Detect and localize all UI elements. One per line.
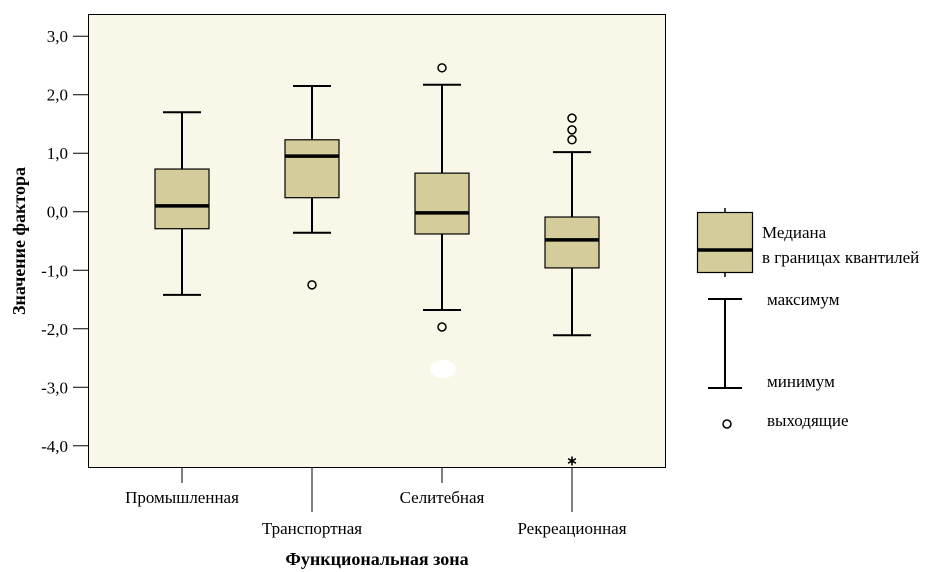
box-group [284,84,340,290]
legend-min-label: минимум [767,372,835,391]
box-group [414,63,470,332]
white-patch [430,360,456,378]
legend-box-label-line1: Медиана [762,223,827,242]
legend-max-label: максимум [767,290,840,309]
box-group [154,111,210,296]
outlier-point [567,113,577,123]
y-axis-title: Значение фактора [9,167,29,315]
iqr-box [414,172,470,235]
iqr-box [284,139,340,199]
legend: Медиана в границах квантилей максимум ми… [696,208,919,430]
x-axis-title: Функциональная зона [285,549,468,569]
x-category-label: Рекреационная [517,519,626,538]
y-tick-label: 2,0 [47,86,68,105]
y-tick-label: -1,0 [41,261,68,280]
y-tick-label: 0,0 [47,203,68,222]
outlier-point [567,135,577,145]
y-tick-label: -3,0 [41,378,68,397]
box-group [544,113,600,466]
y-tick-label: -2,0 [41,320,68,339]
x-axis: Промышленная Транспортная Селитебная Рекреа… [125,468,627,538]
y-tick-label: -4,0 [41,437,68,456]
x-category-label: Селитебная [400,488,485,507]
outlier-point [567,125,577,135]
box-series [154,63,600,466]
legend-box-symbol [696,211,754,274]
extreme-point [567,456,577,466]
legend-box-label-line2: в границах квантилей [762,248,919,267]
outlier-point [307,280,317,290]
y-tick-label: 1,0 [47,144,68,163]
legend-outlier-symbol [722,419,732,429]
iqr-box [544,216,600,269]
legend-outlier-label: выходящие [767,411,849,430]
x-category-label: Транспортная [262,519,362,538]
y-axis: 3,0 2,0 1,0 0,0 -1,0 -2,0 -3,0 -4,0 [41,27,88,456]
outlier-point [437,322,447,332]
outlier-point [437,63,447,73]
x-category-label: Промышленная [125,488,239,507]
iqr-box [154,168,210,230]
y-tick-label: 3,0 [47,27,68,46]
